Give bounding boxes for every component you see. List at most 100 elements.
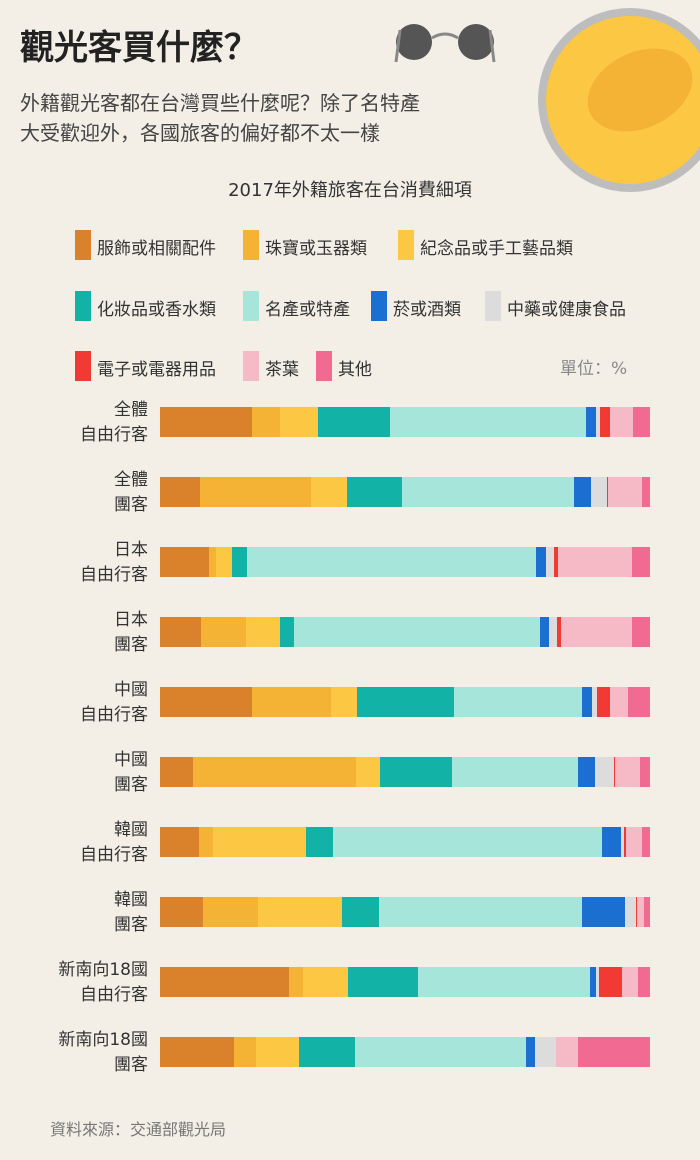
bar-segment xyxy=(299,1037,356,1067)
bar-segment xyxy=(614,757,616,787)
bar-segment xyxy=(536,547,547,577)
bar-segment xyxy=(252,687,331,717)
bar-segment xyxy=(160,1037,234,1067)
legend-swatch xyxy=(243,351,259,381)
y-tick-label: 中國 自由行客 xyxy=(80,680,148,725)
bar-segment xyxy=(586,407,597,437)
bar-segment xyxy=(256,1037,300,1067)
bar-segment xyxy=(526,1037,535,1067)
source: 資料來源：交通部觀光局 xyxy=(50,1120,227,1139)
bar-segment xyxy=(288,967,304,997)
coin-face xyxy=(587,48,693,132)
bar-segment xyxy=(215,547,233,577)
bar-segment xyxy=(574,477,592,507)
decoration xyxy=(394,8,700,192)
bar-segment xyxy=(390,407,587,437)
legend-label: 中藥或健康食品 xyxy=(507,300,626,320)
y-tick-label: 中國 團客 xyxy=(114,750,148,795)
bar-segment xyxy=(160,407,253,437)
chart-title: 2017年外籍旅客在台消費細項 xyxy=(228,180,472,201)
bar-segment xyxy=(192,757,356,787)
legend-label: 電子或電器用品 xyxy=(97,360,216,380)
bar-segment xyxy=(540,617,550,647)
bar-segment xyxy=(581,897,625,927)
bar-segment xyxy=(160,897,204,927)
bar-segment xyxy=(591,687,597,717)
bar-segment xyxy=(247,547,537,577)
bar-segment xyxy=(577,1037,650,1067)
bar-segment xyxy=(303,967,349,997)
bar-segment xyxy=(640,757,650,787)
legend-swatch xyxy=(316,351,332,381)
bar-segment xyxy=(333,827,603,857)
bar-segment xyxy=(246,617,281,647)
bar-segment xyxy=(600,407,610,437)
legend-swatch xyxy=(243,291,259,321)
bar-segment xyxy=(608,477,643,507)
legend-label: 名產或特產 xyxy=(265,300,350,320)
bar-segment xyxy=(591,477,608,507)
bar-segment xyxy=(631,547,650,577)
bar-segment xyxy=(546,547,554,577)
bar-segment xyxy=(318,407,391,437)
y-tick-label: 韓國 自由行客 xyxy=(80,820,148,865)
unit-label: 單位：% xyxy=(560,359,628,379)
bar-segment xyxy=(590,967,597,997)
bar-segment xyxy=(258,897,342,927)
bar-segment xyxy=(280,617,295,647)
bar-segment xyxy=(454,687,582,717)
bar-segment xyxy=(556,617,561,647)
legend-label: 服飾或相關配件 xyxy=(97,239,216,259)
bar-segment xyxy=(560,617,632,647)
title: 觀光客買什麼？ xyxy=(20,28,258,68)
bar-segment xyxy=(294,617,541,647)
legend-swatch xyxy=(243,230,259,260)
bar-segment xyxy=(642,477,650,507)
bar-segment xyxy=(356,757,380,787)
bar-segment xyxy=(557,547,632,577)
y-tick-label: 新南向18國 團客 xyxy=(58,1030,148,1075)
legend-swatch xyxy=(75,351,91,381)
legend-swatch xyxy=(75,230,91,260)
bar-segment xyxy=(160,757,193,787)
bar-segment xyxy=(199,827,214,857)
bar-segment xyxy=(549,617,557,647)
legend-swatch xyxy=(371,291,387,321)
y-tick-label: 日本 自由行客 xyxy=(80,540,148,585)
legend-label: 紀念品或手工藝品類 xyxy=(420,239,573,259)
legend-label: 其他 xyxy=(338,360,372,380)
legend-label: 化妝品或香水類 xyxy=(97,300,216,320)
bar-segment xyxy=(355,1037,527,1067)
y-tick-label: 新南向18國 自由行客 xyxy=(58,960,148,1005)
bar-segment xyxy=(160,617,202,647)
bar-segment xyxy=(636,897,644,927)
bar-segment xyxy=(581,687,592,717)
bar-segment xyxy=(596,687,610,717)
bar-segment xyxy=(596,967,600,997)
sunglasses xyxy=(394,24,496,63)
bar-segment xyxy=(609,687,628,717)
bar-segment xyxy=(341,897,380,927)
bar-segment xyxy=(305,827,334,857)
bar-segment xyxy=(379,897,582,927)
bar-segment xyxy=(641,827,650,857)
bar-segment xyxy=(203,897,258,927)
bar-segment xyxy=(348,967,419,997)
legend-label: 珠寶或玉器類 xyxy=(265,239,367,259)
bar-segment xyxy=(311,477,348,507)
bar-segment xyxy=(280,407,319,437)
bar-segment xyxy=(577,757,596,787)
bar-segment xyxy=(620,827,624,857)
bar-segment xyxy=(555,1037,578,1067)
bar-segment xyxy=(160,827,200,857)
bar-segment xyxy=(596,407,600,437)
bar-segment xyxy=(622,967,639,997)
bar-segment xyxy=(602,827,621,857)
bar-segment xyxy=(599,967,623,997)
bar-segment xyxy=(380,757,453,787)
bar-segment xyxy=(209,547,216,577)
bar-segment xyxy=(347,477,403,507)
bar-segment xyxy=(627,687,650,717)
y-tick-label: 韓國 團客 xyxy=(114,890,148,935)
